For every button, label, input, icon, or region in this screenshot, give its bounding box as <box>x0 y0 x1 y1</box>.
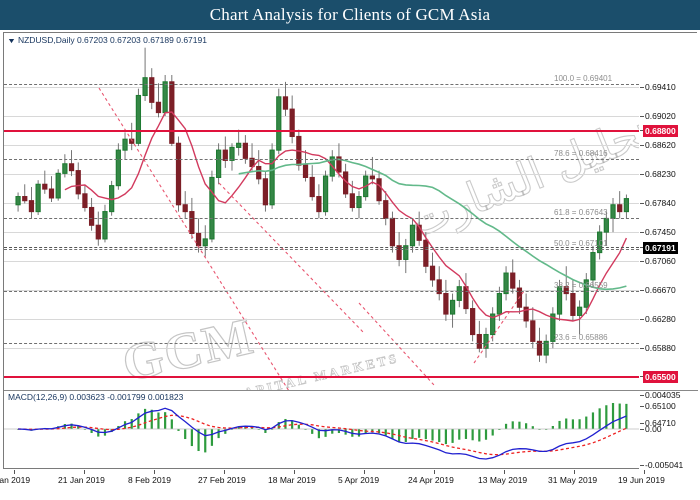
macd-pane[interactable]: MACD(12,26,9) 0.003623 -0.001799 0.00182… <box>4 390 698 470</box>
fib-line <box>4 249 639 250</box>
gridline <box>4 232 639 233</box>
app-header: Chart Analysis for Clients of GCM Asia <box>0 0 700 30</box>
fib-line <box>4 84 639 85</box>
chart-container[interactable]: GCM GLOBAL CAPITAL MARKETS تحليل الشارت … <box>3 32 698 470</box>
date-axis-label: 27 Feb 2019 <box>198 475 246 485</box>
date-axis-label: 31 May 2019 <box>548 475 598 485</box>
price-axis-tick <box>640 261 644 262</box>
price-axis-tick <box>640 203 644 204</box>
symbol-info-text: NZDUSD,Daily 0.67203 0.67203 0.67189 0.6… <box>17 35 207 45</box>
gridline <box>4 174 639 175</box>
price-axis-label: 0.67840 <box>645 198 676 208</box>
macd-axis-label: 0.00 <box>645 424 662 434</box>
sr-line <box>4 130 639 132</box>
date-axis-tick <box>14 470 15 474</box>
symbol-info-bar[interactable]: ▼ NZDUSD,Daily 0.67203 0.67203 0.67189 0.… <box>6 35 207 45</box>
date-axis-label: 18 Mar 2019 <box>268 475 316 485</box>
gridline <box>4 116 639 117</box>
candlestick-series <box>15 47 630 390</box>
date-axis-tick <box>504 470 505 474</box>
date-axis-label: 19 Jun 2019 <box>618 475 665 485</box>
price-axis-label: 0.65880 <box>645 343 676 353</box>
date-axis-label: 13 May 2019 <box>478 475 528 485</box>
gridline <box>4 145 639 146</box>
price-axis-label: 0.66670 <box>645 285 676 295</box>
date-axis-label: 24 Apr 2019 <box>408 475 454 485</box>
date-axis-tick <box>154 470 155 474</box>
date-axis: 2 Jan 2019 21 Jan 2019 8 Feb 2019 27 Feb 20… <box>0 470 697 498</box>
sr-price-label[interactable]: 0.65500 <box>643 371 678 383</box>
date-axis-label: 5 Apr 2019 <box>338 475 380 485</box>
macd-series <box>4 403 639 460</box>
price-axis-tick <box>640 348 644 349</box>
macd-axis-tick <box>640 429 644 430</box>
macd-axis-tick <box>640 395 644 396</box>
price-axis-label: 0.67060 <box>645 256 676 266</box>
date-axis-tick <box>364 470 365 474</box>
fib-line <box>4 159 639 160</box>
fib-label: 50.0 = 0.67101 <box>554 239 608 248</box>
price-axis-tick <box>640 145 644 146</box>
gridline <box>4 319 639 320</box>
gridline <box>4 87 639 88</box>
price-axis-label: 0.69410 <box>645 82 676 92</box>
date-axis-tick <box>644 470 645 474</box>
date-axis-label: 2 Jan 2019 <box>0 475 31 485</box>
fib-line <box>4 291 639 292</box>
fib-label: 78.6 = 0.68416 <box>554 149 608 158</box>
price-axis-label: 0.69020 <box>645 111 676 121</box>
price-axis-tick <box>640 232 644 233</box>
price-axis-tick <box>640 116 644 117</box>
price-axis-tick <box>640 247 644 248</box>
price-axis-label: 0.68230 <box>645 169 676 179</box>
fib-line <box>4 218 639 219</box>
price-axis-tick <box>640 406 644 407</box>
fib-label: 61.8 = 0.67643 <box>554 208 608 217</box>
current-price-label[interactable]: 0.67191 <box>643 242 678 254</box>
price-axis-label: 0.66280 <box>645 314 676 324</box>
price-axis-label: 0.68620 <box>645 140 676 150</box>
price-axis-tick <box>640 174 644 175</box>
price-axis-tick <box>640 319 644 320</box>
date-axis-tick <box>84 470 85 474</box>
axis-gutter <box>639 33 698 390</box>
macd-axis-label: -0.005041 <box>645 460 684 470</box>
gridline <box>4 290 639 291</box>
fib-label: 100.0 = 0.69401 <box>554 74 613 83</box>
price-axis-tick <box>640 376 644 377</box>
fib-label: 38.2 = 0.66559 <box>554 281 608 290</box>
price-axis-tick <box>640 423 644 424</box>
chevron-down-icon[interactable]: ▼ <box>6 38 16 45</box>
macd-info-bar: MACD(12,26,9) 0.003623 -0.001799 0.00182… <box>8 392 184 402</box>
current-price-line <box>4 247 639 248</box>
price-axis-label: 0.65100 <box>645 401 676 411</box>
date-axis-tick <box>574 470 575 474</box>
fib-line <box>4 343 639 344</box>
price-axis-label: 0.64710 <box>645 418 676 428</box>
date-axis-label: 21 Jan 2019 <box>58 475 105 485</box>
fib-label: 23.6 = 0.65886 <box>554 333 608 342</box>
price-axis-tick <box>640 87 644 88</box>
gridline <box>4 348 639 349</box>
date-axis-tick <box>434 470 435 474</box>
date-axis-label: 8 Feb 2019 <box>128 475 172 485</box>
price-axis-tick <box>640 130 644 131</box>
price-axis-label: 0.67450 <box>645 227 676 237</box>
date-axis-tick <box>224 470 225 474</box>
date-axis-tick <box>294 470 295 474</box>
price-pane[interactable]: GCM GLOBAL CAPITAL MARKETS تحليل الشارت … <box>4 33 698 390</box>
gridline <box>4 261 639 262</box>
sr-price-label[interactable]: 0.68800 <box>643 125 678 137</box>
macd-axis-gutter <box>639 391 698 470</box>
page-title: Chart Analysis for Clients of GCM Asia <box>209 5 491 24</box>
sr-line <box>4 376 639 378</box>
macd-axis-tick <box>640 465 644 466</box>
price-axis-tick <box>640 290 644 291</box>
macd-axis-label: 0.004035 <box>645 390 681 400</box>
